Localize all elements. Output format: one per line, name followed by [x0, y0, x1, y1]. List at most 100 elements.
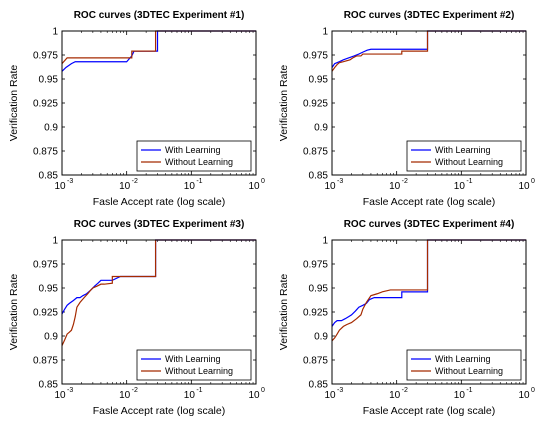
y-tick-label: 0.95: [309, 284, 329, 295]
x-tick-base: 10: [119, 181, 131, 192]
x-tick-base: 10: [248, 181, 260, 192]
x-tick-base: 10: [454, 390, 466, 401]
series-line-with-learning: [331, 239, 526, 327]
legend-entry: Without Learning: [435, 157, 503, 167]
y-tick-label: 0.975: [303, 51, 328, 62]
x-tick-label: 10 0: [248, 178, 265, 192]
x-tick-exponent: -1: [196, 178, 202, 185]
series-line-without-learning: [331, 239, 526, 342]
x-tick-base: 10: [518, 390, 530, 401]
y-tick-label: 0.85: [309, 171, 329, 182]
x-tick-base: 10: [454, 181, 466, 192]
x-tick-label: 10 -2: [119, 178, 138, 192]
y-tick-label: 0.95: [39, 284, 59, 295]
y-tick-label: 0.9: [44, 123, 58, 134]
series-group: [61, 239, 256, 346]
x-tick-exponent: -2: [402, 387, 408, 394]
y-tick-label: 0.975: [33, 260, 58, 271]
legend: With Learning Without Learning: [136, 349, 252, 381]
legend-entry: Without Learning: [435, 366, 503, 376]
y-tick-label: 0.9: [314, 332, 328, 343]
y-axis-label: Verification Rate: [8, 274, 20, 351]
y-tick-label: 0.85: [39, 171, 59, 182]
x-tick-exponent: -1: [196, 387, 202, 394]
series-line-without-learning: [331, 30, 526, 72]
x-tick-label: 10 0: [518, 178, 535, 192]
x-tick-label: 10 0: [518, 387, 535, 401]
y-tick-label: 0.925: [33, 308, 58, 319]
y-axis-label: Verification Rate: [278, 274, 290, 351]
x-tick-exponent: -3: [337, 387, 343, 394]
x-tick-label: 10 -3: [54, 387, 73, 401]
x-axis-label: Fasle Accept rate (log scale): [363, 405, 495, 417]
y-tick-label: 0.95: [39, 75, 59, 86]
series-line-without-learning: [61, 30, 256, 65]
x-tick-exponent: -2: [402, 178, 408, 185]
axes-frame: [61, 30, 257, 176]
series-line-without-learning: [61, 239, 256, 346]
legend-entry: With Learning: [435, 354, 491, 364]
y-tick-label: 0.9: [314, 123, 328, 134]
legend-box: [406, 349, 522, 381]
series-group: [331, 239, 526, 342]
axes-frame: [61, 239, 257, 385]
y-tick-label: 0.85: [39, 380, 59, 391]
x-tick-base: 10: [184, 181, 196, 192]
x-tick-label: 10 -3: [54, 178, 73, 192]
x-tick-base: 10: [248, 390, 260, 401]
legend-entry: With Learning: [165, 354, 221, 364]
x-tick-exponent: -2: [132, 178, 138, 185]
x-tick-label: 10 0: [248, 387, 265, 401]
x-tick-label: 10 -1: [184, 178, 203, 192]
x-tick-base: 10: [389, 181, 401, 192]
legend-entry: With Learning: [435, 145, 491, 155]
x-axis-label: Fasle Accept rate (log scale): [93, 405, 225, 417]
legend-entry: With Learning: [165, 145, 221, 155]
x-tick-base: 10: [324, 390, 336, 401]
x-tick-base: 10: [389, 390, 401, 401]
x-tick-exponent: -3: [337, 178, 343, 185]
chart-title: ROC curves (3DTEC Experiment #2): [344, 10, 515, 21]
series-group: [61, 30, 256, 72]
legend: With Learning Without Learning: [406, 140, 522, 172]
y-tick-label: 0.875: [33, 356, 58, 367]
chart-panel-4: ROC curves (3DTEC Experiment #4) 0.85 0.87…: [278, 219, 535, 417]
x-tick-label: 10 -1: [454, 387, 473, 401]
x-tick-base: 10: [324, 181, 336, 192]
y-tick-label: 0.925: [303, 99, 328, 110]
x-tick-base: 10: [518, 181, 530, 192]
x-axis-label: Fasle Accept rate (log scale): [93, 196, 225, 208]
chart-title: ROC curves (3DTEC Experiment #3): [74, 219, 245, 230]
x-tick-label: 10 -2: [389, 387, 408, 401]
legend: With Learning Without Learning: [406, 349, 522, 381]
y-tick-label: 0.975: [33, 51, 58, 62]
x-tick-exponent: -3: [67, 387, 73, 394]
y-tick-label: 1: [52, 27, 58, 38]
y-axis-label: Verification Rate: [278, 65, 290, 142]
chart-panel-1: ROC curves (3DTEC Experiment #1) 0.85 0.87…: [8, 10, 265, 208]
y-tick-label: 0.925: [33, 99, 58, 110]
x-tick-exponent: -1: [466, 178, 472, 185]
x-tick-exponent: -1: [466, 387, 472, 394]
y-tick-label: 1: [322, 236, 328, 247]
y-tick-label: 0.9: [44, 332, 58, 343]
x-tick-label: 10 -1: [454, 178, 473, 192]
x-tick-label: 10 -3: [324, 178, 343, 192]
x-tick-exponent: 0: [531, 387, 535, 394]
x-tick-base: 10: [184, 390, 196, 401]
x-tick-label: 10 -3: [324, 387, 343, 401]
legend-box: [406, 140, 522, 172]
series-line-with-learning: [331, 30, 526, 68]
y-tick-label: 0.85: [309, 380, 329, 391]
y-tick-label: 0.95: [309, 75, 329, 86]
legend-entry: Without Learning: [165, 157, 233, 167]
y-tick-label: 0.875: [303, 147, 328, 158]
chart-title: ROC curves (3DTEC Experiment #4): [344, 219, 515, 230]
x-tick-exponent: 0: [531, 178, 535, 185]
legend-box: [136, 349, 252, 381]
series-line-with-learning: [61, 30, 256, 72]
y-tick-label: 0.975: [303, 260, 328, 271]
x-tick-exponent: -2: [132, 387, 138, 394]
y-tick-label: 0.875: [33, 147, 58, 158]
